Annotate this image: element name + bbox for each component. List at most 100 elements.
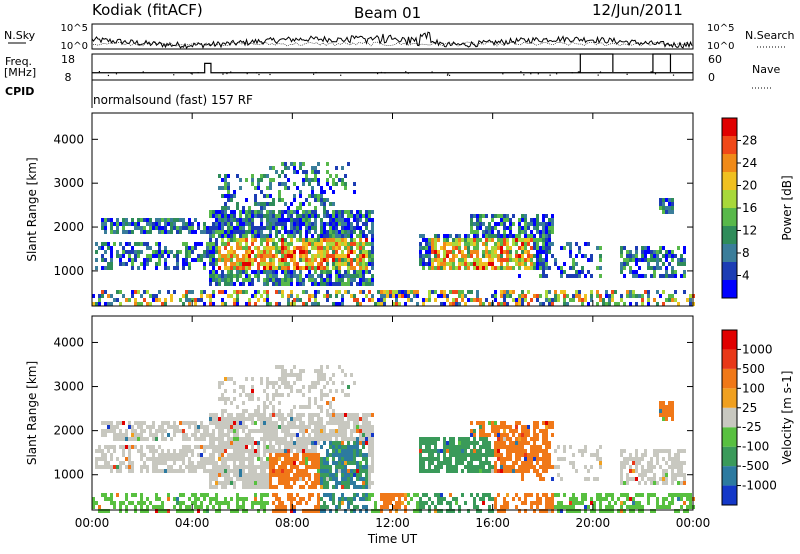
velocity-cell (350, 373, 353, 377)
power-cell (296, 282, 299, 286)
power-cell (260, 222, 263, 226)
velocity-cell (482, 441, 485, 445)
velocity-cell (419, 469, 422, 473)
power-cell (311, 190, 314, 194)
power-cell (620, 298, 623, 302)
velocity-cell (599, 509, 602, 513)
power-cell (320, 270, 323, 274)
velocity-cell (572, 493, 575, 497)
power-cell (515, 258, 518, 262)
power-cell (167, 230, 170, 234)
velocity-cell (242, 441, 245, 445)
power-cell (185, 262, 188, 266)
velocity-cell (263, 389, 266, 393)
velocity-cell (236, 445, 239, 449)
power-cell (269, 230, 272, 234)
power-cell (266, 242, 269, 246)
velocity-cell (173, 429, 176, 433)
velocity-cell (314, 505, 317, 509)
power-cell (245, 214, 248, 218)
velocity-cell (665, 417, 668, 421)
power-cell (110, 254, 113, 258)
power-cell (365, 262, 368, 266)
power-cell (341, 282, 344, 286)
power-cell (212, 294, 215, 298)
power-cell (518, 254, 521, 258)
velocity-cell (548, 465, 551, 469)
power-cell (149, 226, 152, 230)
velocity-cell (686, 493, 689, 497)
velocity-cell (296, 413, 299, 417)
velocity-cell (344, 445, 347, 449)
velocity-cell (209, 417, 212, 421)
velocity-cell (572, 509, 575, 513)
power-cell (131, 266, 134, 270)
velocity-cell (317, 437, 320, 441)
velocity-cell (317, 505, 320, 509)
power-cell (341, 294, 344, 298)
power-cell (668, 210, 671, 214)
velocity-cell (104, 497, 107, 501)
velocity-cell (503, 457, 506, 461)
power-cell (590, 294, 593, 298)
power-cell (467, 242, 470, 246)
power-cell (302, 210, 305, 214)
power-cell (239, 270, 242, 274)
power-cell (323, 222, 326, 226)
power-cell (464, 266, 467, 270)
velocity-cell (335, 505, 338, 509)
nave-dot (654, 73, 657, 75)
velocity-cell (311, 509, 314, 513)
power-cell (398, 294, 401, 298)
power-cell (272, 198, 275, 202)
power-cell (188, 290, 191, 294)
velocity-cell (107, 425, 110, 429)
velocity-cell (122, 445, 125, 449)
velocity-cell (239, 417, 242, 421)
velocity-cell (332, 497, 335, 501)
power-cell (515, 298, 518, 302)
velocity-cell (260, 469, 263, 473)
velocity-cell (641, 477, 644, 481)
velocity-cell (479, 469, 482, 473)
power-cell (284, 278, 287, 282)
power-cell (389, 290, 392, 294)
velocity-cell (176, 469, 179, 473)
power-cell (311, 302, 314, 306)
velocity-cell (140, 445, 143, 449)
power-cell (638, 274, 641, 278)
velocity-cell (212, 465, 215, 469)
velocity-cell (215, 477, 218, 481)
velocity-cell (434, 469, 437, 473)
velocity-cell (662, 505, 665, 509)
power-cell (653, 270, 656, 274)
power-cell (632, 290, 635, 294)
velocity-cell (245, 433, 248, 437)
velocity-cell (656, 457, 659, 461)
velocity-cell (437, 461, 440, 465)
velocity-cell (371, 461, 374, 465)
velocity-cell (491, 429, 494, 433)
velocity-cell (398, 493, 401, 497)
velocity-cell (353, 481, 356, 485)
power-cell (512, 266, 515, 270)
velocity-cell (542, 449, 545, 453)
power-cell (251, 242, 254, 246)
velocity-cell (527, 441, 530, 445)
power-cell (431, 290, 434, 294)
power-cell (155, 242, 158, 246)
power-cell (275, 242, 278, 246)
power-cell (281, 214, 284, 218)
power-cell (341, 226, 344, 230)
power-cell (218, 250, 221, 254)
velocity-cell (332, 461, 335, 465)
power-cell (320, 246, 323, 250)
power-cell (479, 238, 482, 242)
power-cell (110, 246, 113, 250)
power-cell (671, 266, 674, 270)
velocity-cell (182, 493, 185, 497)
power-cell (311, 186, 314, 190)
power-cell (284, 230, 287, 234)
velocity-cell (269, 457, 272, 461)
velocity-cell (362, 433, 365, 437)
